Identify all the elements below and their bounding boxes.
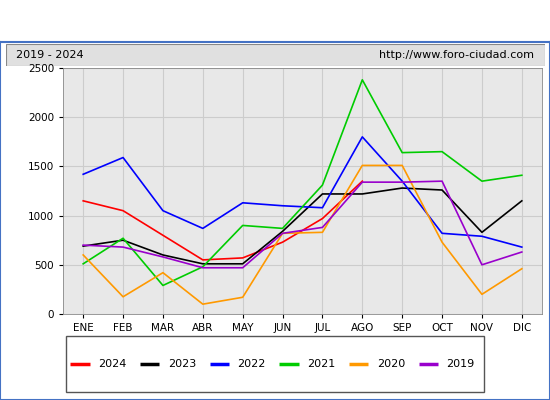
Text: 2020: 2020 xyxy=(377,359,405,369)
Text: 2023: 2023 xyxy=(168,359,196,369)
FancyBboxPatch shape xyxy=(66,336,484,392)
FancyBboxPatch shape xyxy=(6,44,544,66)
Text: http://www.foro-ciudad.com: http://www.foro-ciudad.com xyxy=(379,50,534,60)
Text: Evolucion Nº Turistas Nacionales en el municipio de Válor: Evolucion Nº Turistas Nacionales en el m… xyxy=(65,13,485,29)
Text: 2024: 2024 xyxy=(98,359,126,369)
Text: 2019 - 2024: 2019 - 2024 xyxy=(16,50,84,60)
Text: 2022: 2022 xyxy=(238,359,266,369)
Text: 2019: 2019 xyxy=(447,359,475,369)
Text: 2021: 2021 xyxy=(307,359,336,369)
